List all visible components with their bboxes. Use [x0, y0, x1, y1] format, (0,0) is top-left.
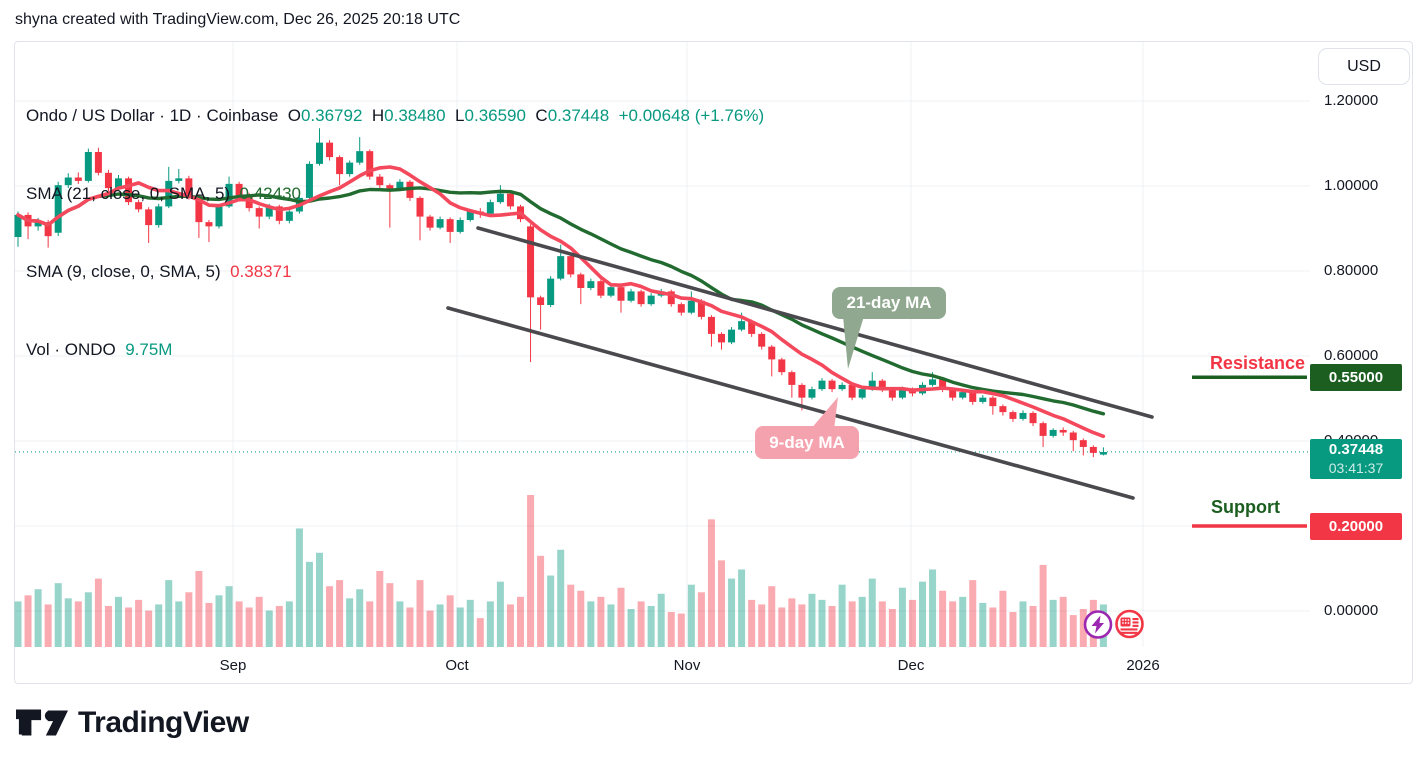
legend-segment: Ondo / US Dollar · 1D · Coinbase [26, 106, 288, 125]
candlesticks [14, 128, 1107, 458]
support-label: Support [1211, 497, 1280, 517]
footer-branding: TradingView [16, 706, 249, 740]
legend-segment: SMA (9, close, 0, SMA, 5) [26, 262, 231, 281]
price-tick-label: 0.00000 [1324, 602, 1379, 619]
volume-bars [14, 495, 1107, 647]
time-tick-label: Dec [897, 657, 925, 674]
bar-countdown: 03:41:37 [1328, 459, 1384, 476]
resistance-label: Resistance [1209, 353, 1305, 374]
volume-row: Vol · ONDO 9.75M [26, 337, 764, 363]
sma9-row: SMA (9, close, 0, SMA, 5) 0.38371 [26, 259, 764, 285]
currency-usd-button[interactable]: USD [1318, 48, 1410, 85]
trend-channel [446, 226, 1154, 500]
legend-segment: C [535, 106, 548, 125]
ma21-callout-tail [843, 316, 864, 369]
last-price-badge: 0.37448 03:41:37 [1310, 438, 1402, 479]
legend-segment: 0.38371 [230, 262, 292, 281]
chart-legend: Ondo / US Dollar · 1D · Coinbase O0.3679… [26, 51, 764, 415]
ma9-callout: 9-day MA [755, 426, 859, 459]
time-tick-label: Sep [219, 657, 247, 674]
resistance-price-badge: 0.55000 [1310, 363, 1402, 391]
tradingview-wordmark: TradingView [78, 706, 249, 739]
symbol-row: Ondo / US Dollar · 1D · Coinbase O0.3679… [26, 103, 764, 129]
time-tick-label: 2026 [1126, 657, 1160, 674]
support-price-badge: 0.20000 [1310, 512, 1402, 540]
price-tick-label: 0.80000 [1324, 262, 1379, 279]
legend-segment: 0.38480 [384, 106, 456, 125]
footer-chart-icons [1083, 609, 1144, 639]
sma21-row: SMA (21, close, 0, SMA, 5) 0.42430 [26, 181, 764, 207]
tradingview-logo-icon [16, 709, 68, 736]
legend-segment: 0.42430 [239, 184, 301, 203]
sma9-line [16, 165, 1106, 439]
sma21-line [16, 186, 1106, 416]
legend-segment: L [455, 106, 465, 125]
legend-segment: Vol · ONDO [26, 340, 126, 359]
legend-segment: 0.36590 [464, 106, 536, 125]
legend-segment: 9.75M [125, 340, 173, 359]
price-tick-label: 1.00000 [1324, 177, 1379, 194]
attribution-text: shyna created with TradingView.com, Dec … [15, 11, 461, 28]
time-tick-label: Oct [445, 657, 469, 674]
legend-segment: H [371, 106, 385, 125]
price-tick-label: 1.20000 [1324, 92, 1379, 109]
legend-segment: 0.36792 [300, 106, 372, 125]
last-price-value: 0.37448 [1328, 440, 1384, 458]
legend-segment: O [287, 106, 301, 125]
ma21-callout: 21-day MA [832, 287, 946, 319]
legend-segment: SMA (21, close, 0, SMA, 5) [26, 184, 240, 203]
legend-segment: 0.37448 [547, 106, 619, 125]
price-tick-label: 0.60000 [1324, 347, 1379, 364]
legend-segment: +0.00648 (+1.76%) [618, 106, 765, 125]
ma9-callout-tail [810, 397, 838, 430]
chart-widget-frame [14, 41, 1413, 684]
time-tick-label: Nov [673, 657, 701, 674]
